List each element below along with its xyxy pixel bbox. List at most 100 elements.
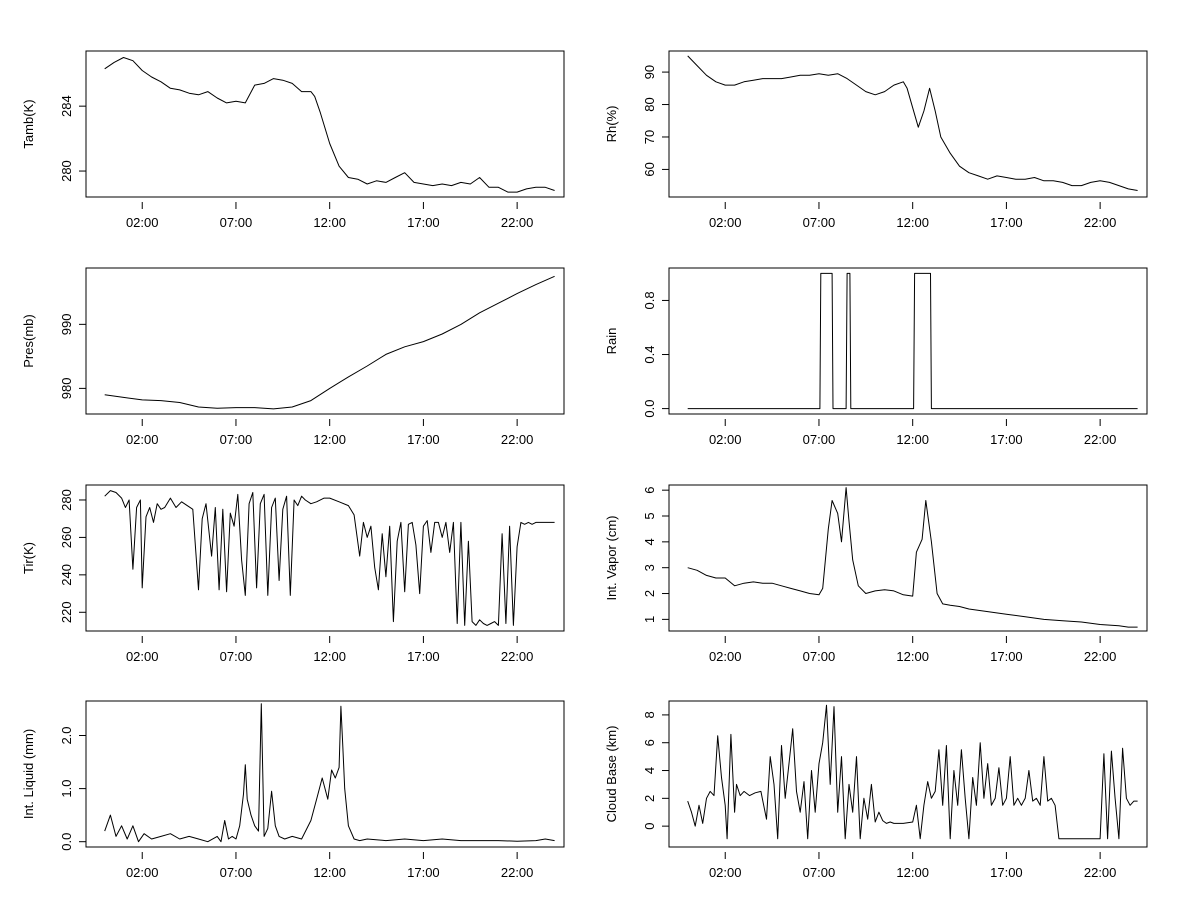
- x-tick-label: 02:00: [126, 432, 159, 447]
- x-tick-label: 22:00: [501, 215, 534, 230]
- y-tick-label: 990: [59, 313, 74, 335]
- y-axis-label: Tamb(K): [21, 99, 36, 148]
- y-tick-label: 4: [642, 538, 657, 545]
- x-tick-label: 07:00: [803, 215, 836, 230]
- x-tick-label: 02:00: [126, 649, 159, 664]
- y-axis-label: Int. Liquid (mm): [21, 729, 36, 819]
- x-tick-label: 17:00: [407, 215, 440, 230]
- x-tick-label: 22:00: [501, 865, 534, 880]
- x-tick-label: 22:00: [1084, 432, 1117, 447]
- x-tick-label: 07:00: [220, 432, 253, 447]
- x-tick-label: 12:00: [896, 215, 929, 230]
- y-axis-label: Rh(%): [604, 106, 619, 143]
- y-tick-label: 70: [642, 130, 657, 144]
- x-tick-label: 17:00: [990, 432, 1023, 447]
- x-tick-label: 17:00: [407, 865, 440, 880]
- plot-frame: [668, 700, 1148, 848]
- y-tick-label: 2: [642, 795, 657, 802]
- y-tick-label: 280: [59, 160, 74, 182]
- chart-panel-cloud-base-km: 02:00 07:00 12:00 17:00 22:00 0 2 4 6 8 Cloud Base…: [604, 700, 1148, 880]
- y-tick-label: 8: [642, 711, 657, 718]
- y-tick-label: 2.0: [59, 726, 74, 744]
- series-line-rh: [687, 55, 1138, 191]
- chart-panel-rh: 02:00 07:00 12:00 17:00 22:00 60 70 80 90 Rh(%): [604, 50, 1148, 230]
- y-tick-label: 4: [642, 767, 657, 774]
- x-tick-label: 02:00: [126, 865, 159, 880]
- x-tick-label: 07:00: [220, 215, 253, 230]
- x-tick-label: 22:00: [1084, 215, 1117, 230]
- x-tick-label: 02:00: [126, 215, 159, 230]
- x-tick-label: 12:00: [896, 865, 929, 880]
- y-tick-label: 240: [59, 564, 74, 586]
- plot-frame: [85, 700, 565, 848]
- series-line-int-liquid-mm: [104, 703, 555, 843]
- x-tick-label: 12:00: [313, 432, 346, 447]
- y-tick-label: 6: [642, 487, 657, 494]
- plot-frame: [85, 484, 565, 632]
- y-tick-label: 90: [642, 65, 657, 79]
- y-tick-label: 0.4: [642, 345, 657, 363]
- y-tick-label: 0.0: [642, 400, 657, 418]
- y-tick-label: 6: [642, 739, 657, 746]
- y-tick-label: 5: [642, 512, 657, 519]
- chart-panel-rain: 02:00 07:00 12:00 17:00 22:00 0.0 0.4 0.8 Rain: [604, 267, 1148, 447]
- y-tick-label: 284: [59, 95, 74, 117]
- y-tick-label: 80: [642, 97, 657, 111]
- x-tick-label: 17:00: [407, 432, 440, 447]
- plot-frame: [668, 267, 1148, 415]
- x-tick-label: 12:00: [313, 649, 346, 664]
- x-tick-label: 07:00: [803, 865, 836, 880]
- series-line-cloud-base-km: [687, 704, 1138, 840]
- chart-panel-tamb-k: 02:00 07:00 12:00 17:00 22:00 280 284 Tamb(K): [21, 50, 565, 230]
- y-axis-label: Pres(mb): [21, 314, 36, 367]
- x-tick-label: 17:00: [407, 649, 440, 664]
- x-tick-label: 12:00: [896, 649, 929, 664]
- chart-panel-tir-k: 02:00 07:00 12:00 17:00 22:00 220 240 260 280 Tir…: [21, 484, 565, 664]
- x-tick-label: 12:00: [896, 432, 929, 447]
- y-tick-label: 260: [59, 527, 74, 549]
- y-tick-label: 0: [642, 823, 657, 830]
- y-axis-label: Tir(K): [21, 542, 36, 574]
- x-tick-label: 02:00: [709, 215, 742, 230]
- x-tick-label: 07:00: [220, 865, 253, 880]
- y-axis-label: Rain: [604, 328, 619, 355]
- x-tick-label: 22:00: [1084, 865, 1117, 880]
- y-axis-label: Cloud Base (km): [604, 726, 619, 823]
- y-tick-label: 280: [59, 489, 74, 511]
- y-axis-label: Int. Vapor (cm): [604, 515, 619, 600]
- x-tick-label: 02:00: [709, 865, 742, 880]
- y-tick-label: 1.0: [59, 780, 74, 798]
- x-tick-label: 22:00: [501, 649, 534, 664]
- y-tick-label: 220: [59, 601, 74, 623]
- x-tick-label: 22:00: [1084, 649, 1117, 664]
- y-tick-label: 2: [642, 590, 657, 597]
- chart-panel-int-vapor-cm: 02:00 07:00 12:00 17:00 22:00 1 2 3 4 5 6 Int. Vapo…: [604, 484, 1148, 664]
- plot-frame: [668, 484, 1148, 632]
- y-tick-label: 1: [642, 616, 657, 623]
- x-tick-label: 07:00: [220, 649, 253, 664]
- series-line-int-vapor-cm: [687, 487, 1138, 628]
- plot-frame: [85, 50, 565, 198]
- x-tick-label: 17:00: [990, 649, 1023, 664]
- series-line-pres-mb: [104, 275, 555, 410]
- y-tick-label: 0.8: [642, 291, 657, 309]
- y-tick-label: 980: [59, 378, 74, 400]
- x-tick-label: 07:00: [803, 432, 836, 447]
- x-tick-label: 02:00: [709, 432, 742, 447]
- x-tick-label: 17:00: [990, 865, 1023, 880]
- chart-panel-pres-mb: 02:00 07:00 12:00 17:00 22:00 980 990 Pres(mb): [21, 267, 565, 447]
- plot-frame: [668, 50, 1148, 198]
- y-tick-label: 60: [642, 162, 657, 176]
- x-tick-label: 17:00: [990, 215, 1023, 230]
- x-tick-label: 07:00: [803, 649, 836, 664]
- series-line-tamb-k: [104, 57, 555, 193]
- plot-frame: [85, 267, 565, 415]
- x-tick-label: 12:00: [313, 865, 346, 880]
- series-line-rain: [687, 272, 1138, 410]
- series-line-tir-k: [104, 490, 555, 626]
- chart-panel-int-liquid-mm: 02:00 07:00 12:00 17:00 22:00 0.0 1.0 2.0 Int. L…: [21, 700, 565, 880]
- y-tick-label: 3: [642, 564, 657, 571]
- x-tick-label: 12:00: [313, 215, 346, 230]
- x-tick-label: 02:00: [709, 649, 742, 664]
